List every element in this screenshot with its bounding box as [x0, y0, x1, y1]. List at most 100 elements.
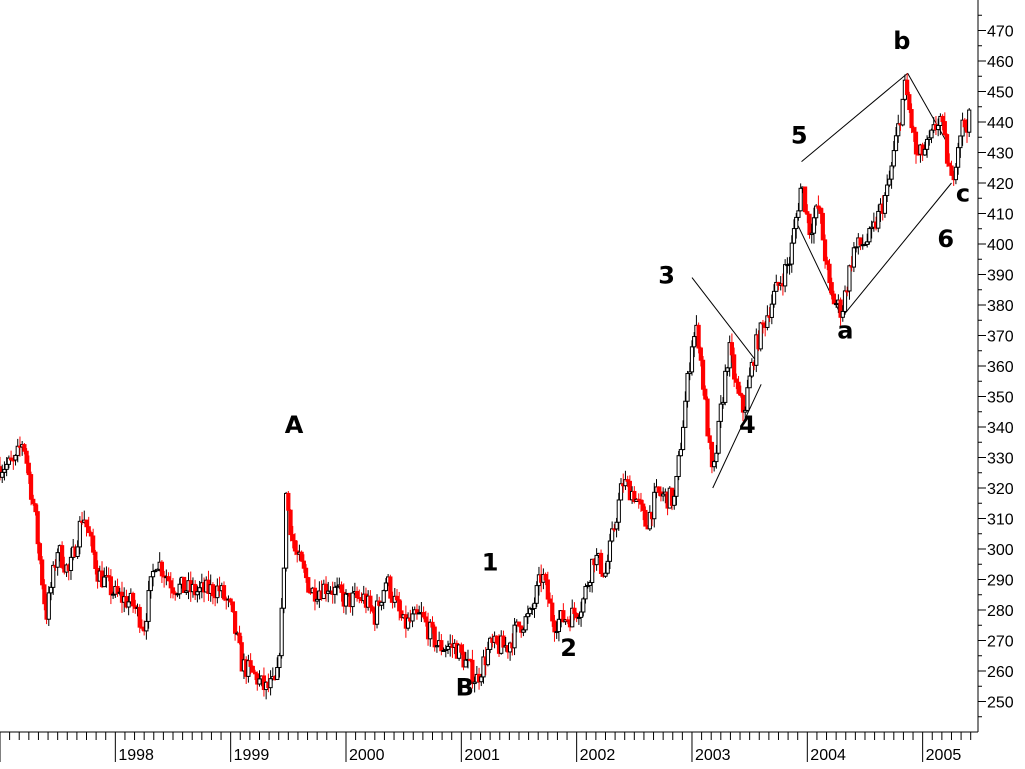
candle [607, 533, 613, 570]
candle [37, 541, 43, 565]
candle [430, 616, 435, 634]
y-tick-label: 450 [987, 85, 1014, 102]
candle [86, 516, 91, 534]
candle [525, 605, 530, 624]
candle [747, 367, 752, 389]
candle [944, 133, 950, 167]
candle [28, 471, 34, 506]
candle [940, 114, 945, 131]
candle [822, 234, 828, 269]
candle [891, 141, 896, 169]
candle [685, 370, 690, 408]
candle [929, 128, 934, 144]
candle [647, 505, 652, 531]
wave-annotations: A B 1 2 3 4 5 a b c6 [285, 27, 970, 702]
candle [882, 192, 888, 218]
candle [126, 595, 131, 616]
candle [146, 580, 151, 629]
candle [820, 208, 825, 241]
candle [177, 578, 182, 599]
candle [825, 256, 830, 271]
y-tick-label: 460 [987, 54, 1014, 71]
candle [405, 612, 411, 631]
candle [24, 448, 29, 474]
candle [885, 174, 890, 203]
candle [288, 509, 293, 542]
candle [794, 213, 799, 239]
candle [102, 567, 107, 588]
candle [445, 640, 451, 654]
candle [323, 576, 329, 602]
candle [681, 420, 686, 451]
candle [889, 161, 894, 189]
y-tick-label: 290 [987, 573, 1014, 590]
x-tick-label: 2003 [695, 747, 731, 764]
wave-label: 4 [739, 411, 756, 439]
candle [876, 204, 881, 233]
candle [33, 503, 38, 516]
candle [590, 558, 595, 593]
candle [166, 572, 171, 582]
candle [791, 219, 797, 245]
candle [765, 305, 770, 331]
candle [705, 396, 710, 437]
y-tick-label: 320 [987, 481, 1014, 498]
candle [736, 375, 741, 396]
y-tick-label: 440 [987, 115, 1014, 132]
candle [869, 220, 874, 239]
candle [306, 576, 311, 593]
candle [854, 246, 859, 253]
candle [485, 641, 491, 667]
candle [745, 379, 750, 412]
candle [552, 615, 557, 642]
wave-label: A [285, 411, 304, 439]
candle [144, 613, 149, 640]
candle [434, 645, 440, 653]
candle [4, 457, 9, 477]
candle [967, 108, 972, 137]
y-tick-label: 430 [987, 146, 1014, 163]
candle [479, 673, 484, 687]
candle [572, 602, 577, 621]
candle [789, 235, 794, 273]
candle [228, 597, 233, 606]
candle [108, 569, 113, 605]
candle [22, 442, 27, 455]
candle [35, 504, 40, 554]
candle [893, 126, 899, 152]
candle [738, 385, 743, 398]
candle [532, 597, 537, 618]
candle [232, 611, 238, 641]
candle [547, 592, 553, 604]
y-tick-label: 280 [987, 603, 1014, 620]
candle [91, 528, 96, 555]
candle [887, 170, 892, 188]
candle [687, 362, 692, 381]
candle [428, 619, 433, 647]
y-tick-label: 330 [987, 451, 1014, 468]
candle [519, 625, 524, 638]
candle [661, 487, 666, 502]
candle [210, 582, 216, 605]
candle [953, 163, 959, 185]
y-tick-label: 390 [987, 268, 1014, 285]
candle [0, 464, 5, 484]
candle [960, 112, 965, 146]
candle [947, 153, 952, 167]
candle [616, 492, 621, 531]
candle [692, 332, 697, 358]
trend-line [712, 384, 762, 489]
candle [137, 604, 142, 633]
candle [676, 450, 681, 481]
candle [585, 581, 590, 589]
candle [51, 561, 56, 595]
candle [840, 305, 845, 322]
candle [439, 634, 444, 656]
wave-label: 5 [791, 121, 808, 149]
candle [257, 670, 262, 687]
wave-label: 6 [937, 225, 954, 253]
candle [277, 652, 282, 678]
x-tick-label: 2004 [810, 747, 846, 764]
candle [949, 160, 954, 176]
